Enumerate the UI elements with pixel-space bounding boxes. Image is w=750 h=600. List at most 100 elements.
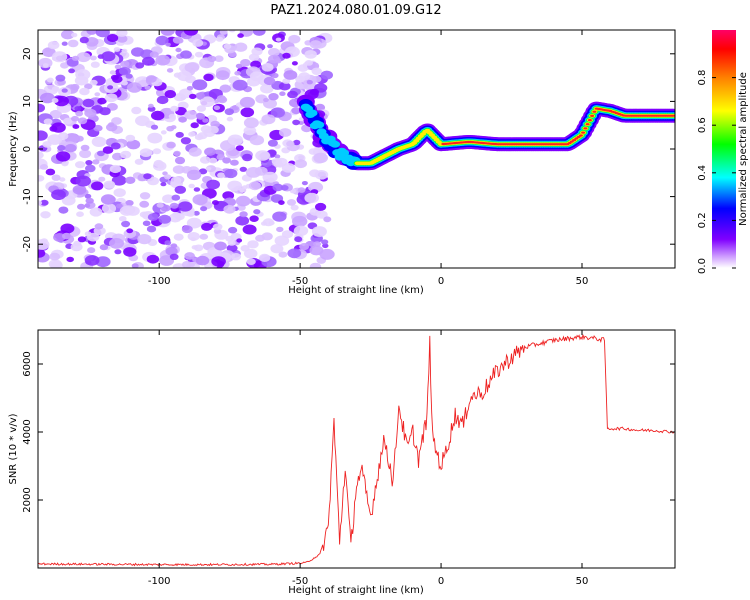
noise-blob	[304, 192, 320, 204]
noise-blob	[174, 156, 186, 165]
noise-blob	[272, 183, 284, 192]
noise-blob	[253, 209, 261, 215]
noise-blob	[84, 255, 100, 266]
noise-blob	[109, 238, 124, 249]
noise-blob	[323, 216, 332, 223]
noise-blob	[322, 243, 329, 249]
noise-blob	[227, 180, 243, 192]
noise-blob	[192, 194, 208, 206]
noise-blob	[114, 64, 122, 70]
noise-blob	[61, 88, 68, 93]
noise-blob	[200, 125, 212, 134]
colorbar-tick-label: 0.6	[697, 117, 708, 133]
noise-blob	[183, 30, 199, 36]
noise-blob	[93, 124, 103, 132]
snr-series-line	[38, 334, 675, 567]
noise-blob	[178, 116, 187, 123]
spectrogram-plot-area	[38, 30, 675, 268]
noise-blob	[297, 187, 306, 193]
noise-blob	[224, 108, 234, 116]
noise-blob	[255, 234, 265, 242]
noise-blob	[271, 72, 279, 79]
noise-blob	[268, 54, 280, 64]
noise-blob	[173, 150, 181, 156]
noise-blob	[235, 63, 243, 69]
y-tick-label: -10	[22, 188, 33, 204]
noise-blob	[76, 211, 84, 217]
snr-y-label: SNR (10 * v/v)	[8, 413, 19, 484]
noise-blob	[79, 36, 89, 44]
noise-blob	[209, 157, 218, 164]
noise-blob	[91, 136, 107, 147]
noise-blob	[261, 63, 274, 72]
noise-blob	[111, 117, 122, 125]
signal-trace-point	[587, 119, 592, 122]
noise-blob	[94, 92, 101, 97]
colorbar-gradient	[712, 30, 736, 268]
noise-blob	[214, 241, 227, 251]
noise-blob	[142, 220, 151, 227]
signal-trace-point	[590, 114, 595, 117]
noise-blob	[166, 141, 176, 149]
signal-trace-point	[592, 110, 597, 113]
noise-blob	[75, 110, 84, 117]
noise-blob	[223, 204, 236, 214]
noise-blob	[215, 36, 224, 42]
noise-blob	[116, 30, 128, 37]
noise-blob	[198, 168, 208, 175]
noise-blob	[99, 107, 111, 116]
noise-blob	[193, 210, 200, 216]
noise-blob	[311, 75, 322, 83]
noise-blob	[180, 137, 191, 145]
noise-blob	[119, 66, 131, 76]
noise-blob	[282, 78, 291, 84]
noise-blob	[70, 242, 83, 252]
noise-blob	[160, 130, 167, 135]
noise-blob	[217, 172, 226, 179]
noise-blob	[219, 30, 228, 35]
spectrogram-panel: -100 -50 0 50 20 10 0 -10 -20 Height of straigh…	[8, 29, 676, 296]
noise-blob	[222, 191, 235, 200]
noise-blob	[116, 35, 128, 43]
noise-blob	[143, 173, 152, 180]
noise-blob	[135, 62, 145, 69]
noise-blob	[55, 151, 71, 162]
noise-blob	[175, 47, 182, 53]
noise-blob	[38, 200, 43, 206]
spectrogram-x-label: Height of straight line (km)	[288, 285, 424, 296]
noise-blob	[197, 132, 208, 140]
noise-blob	[112, 152, 123, 161]
noise-blob	[249, 135, 265, 146]
noise-blob	[249, 71, 264, 82]
noise-blob	[58, 206, 69, 214]
noise-blob	[177, 70, 192, 82]
snr-plot-area	[38, 334, 675, 567]
figure-title: PAZ1.2024.080.01.09.G12	[270, 3, 441, 18]
noise-blob	[319, 248, 335, 260]
noise-blob	[313, 152, 329, 164]
noise-blob	[239, 166, 247, 172]
noise-blob	[263, 76, 276, 86]
noise-blob	[102, 146, 114, 154]
noise-blob	[186, 86, 194, 91]
noise-blob	[131, 263, 139, 268]
noise-blob	[120, 60, 130, 68]
noise-blob	[195, 255, 210, 266]
noise-blob	[119, 205, 134, 216]
noise-blob	[237, 33, 244, 38]
noise-blob	[38, 151, 44, 159]
noise-blob	[239, 96, 255, 108]
noise-blob	[184, 110, 198, 120]
noise-blob	[168, 113, 176, 119]
noise-blob	[126, 82, 142, 93]
y-tick-label: 0	[22, 146, 33, 152]
noise-blob	[230, 159, 239, 166]
colorbar-label: Normalized spectral amplitude	[738, 72, 749, 226]
noise-blob	[87, 232, 100, 242]
noise-blob	[288, 34, 301, 44]
noise-blob	[172, 36, 183, 44]
colorbar-tick-label: 0.8	[697, 70, 708, 86]
noise-blob	[147, 176, 160, 186]
noise-blob	[235, 215, 250, 226]
noise-blob	[301, 181, 308, 186]
